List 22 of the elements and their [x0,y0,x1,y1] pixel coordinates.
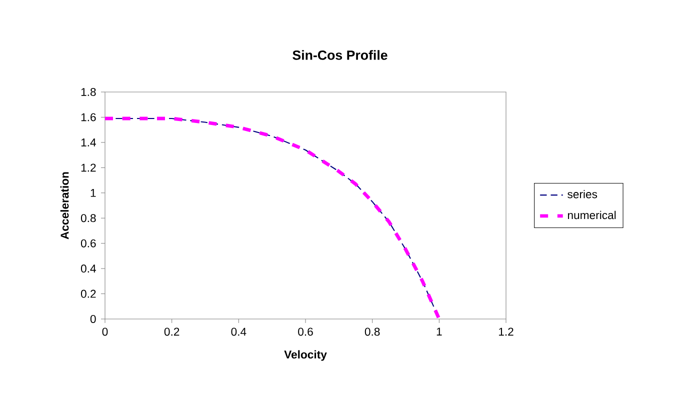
y-tick-label: 1.4 [81,138,96,146]
y-tick-label: 0.6 [80,239,96,248]
x-tick-label: 0.2 [164,328,180,336]
x-tick-label: 0.6 [298,328,313,336]
y-axis-title: Acceleration [60,172,69,240]
y-tick-label: 1.8 [81,88,96,96]
y-tick-label: 1.6 [81,113,96,122]
x-tick-label: 0.4 [231,328,246,336]
y-tick-label: 1.2 [81,164,96,172]
chart-title: Sin-Cos Profile [292,50,388,60]
y-tick-label: 0.4 [80,264,96,273]
y-tick-label: 0.8 [80,214,96,222]
y-tick-label: 1 [90,188,96,197]
x-tick-label: 0.8 [364,328,380,336]
x-tick-label: 1.2 [498,328,514,336]
y-tick-label: 0 [90,314,96,324]
legend-label: series [568,190,598,198]
x-axis-title: Velocity [284,350,327,361]
x-tick-label: 0 [102,328,108,336]
y-tick-label: 0.2 [80,290,96,298]
x-tick-label: 1 [436,328,442,336]
legend-label: numerical [568,210,616,220]
